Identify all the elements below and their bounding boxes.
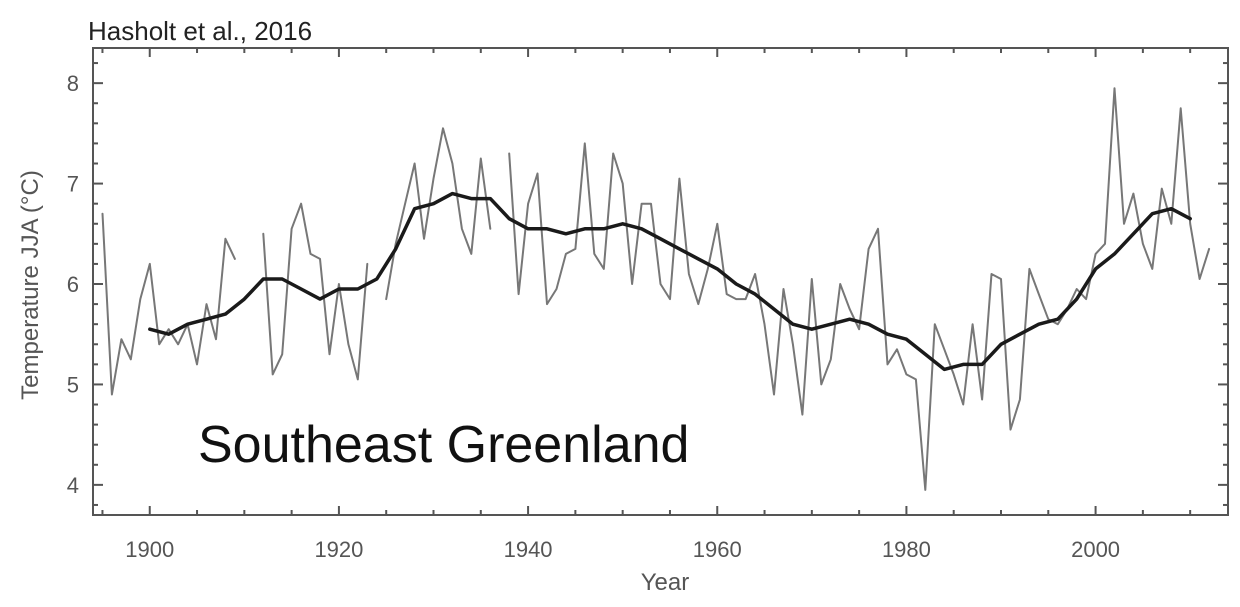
x-tick-label-1940: 1940: [504, 537, 553, 562]
y-axis-title: Temperature JJA (°C): [17, 170, 44, 400]
x-tick-labels: 1900 1920 1940 1960 1980 2000: [125, 537, 1120, 562]
x-tick-label-2000: 2000: [1071, 537, 1120, 562]
y-tick-label-6: 6: [67, 272, 79, 297]
x-tick-label-1980: 1980: [882, 537, 931, 562]
source-label: Hasholt et al., 2016: [88, 16, 312, 46]
plot-border: [92, 47, 1229, 516]
x-tick-label-1900: 1900: [125, 537, 174, 562]
x-axis-title: Year: [641, 569, 690, 596]
series-line-smoothed: [148, 191, 1192, 372]
axis-ticks: [93, 48, 1228, 515]
y-tick-label-5: 5: [67, 372, 79, 397]
y-tick-label-7: 7: [67, 172, 79, 197]
x-tick-label-1960: 1960: [693, 537, 742, 562]
series-line-annual: [101, 87, 1211, 491]
region-annotation: Southeast Greenland: [198, 416, 689, 474]
y-tick-labels: 4 5 6 7 8: [67, 71, 79, 498]
x-tick-label-1920: 1920: [314, 537, 363, 562]
y-tick-label-4: 4: [67, 473, 79, 498]
plot-frame: [92, 47, 1229, 516]
series-layer: [101, 87, 1211, 491]
y-tick-label-8: 8: [67, 71, 79, 96]
